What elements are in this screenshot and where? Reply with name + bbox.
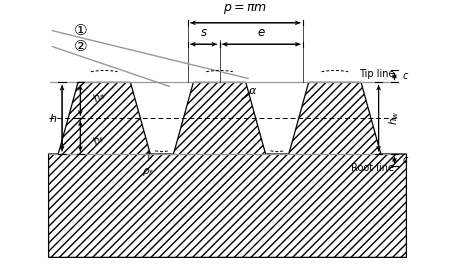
- Text: $h_a$: $h_a$: [90, 87, 108, 106]
- Polygon shape: [49, 82, 406, 257]
- Text: $h_w$: $h_w$: [387, 111, 401, 126]
- Text: $\alpha$: $\alpha$: [248, 86, 258, 96]
- Text: $e$: $e$: [257, 26, 266, 39]
- Text: $s$: $s$: [200, 26, 207, 39]
- Text: Root line: Root line: [351, 163, 394, 173]
- Text: Tip line: Tip line: [359, 69, 394, 80]
- Text: $h$: $h$: [49, 112, 57, 124]
- Text: $p = \pi m$: $p = \pi m$: [223, 2, 268, 16]
- Text: $\rho_f$: $\rho_f$: [142, 166, 154, 178]
- Text: $c$: $c$: [402, 72, 409, 81]
- Text: ①: ①: [74, 23, 87, 38]
- Text: $h_f$: $h_f$: [90, 131, 108, 149]
- Text: $c$: $c$: [402, 155, 409, 165]
- Text: ②: ②: [74, 39, 87, 54]
